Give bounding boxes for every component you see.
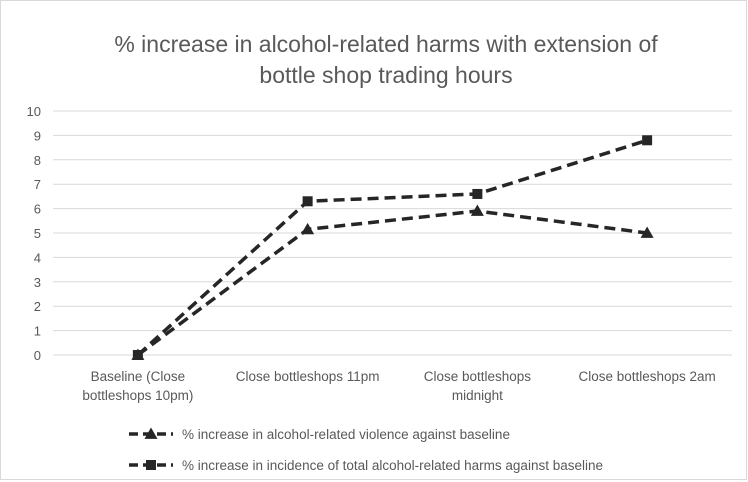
legend-marker-triangle <box>144 427 158 439</box>
y-tick-label: 2 <box>34 299 41 314</box>
y-tick-label: 10 <box>27 104 41 119</box>
legend-item: % increase in alcohol-related violence a… <box>129 427 510 442</box>
x-tick-label-line: midnight <box>452 388 503 403</box>
legend: % increase in alcohol-related violence a… <box>129 427 603 473</box>
y-tick-label: 9 <box>34 128 41 143</box>
y-tick-label: 3 <box>34 275 41 290</box>
legend-label: % increase in incidence of total alcohol… <box>182 458 603 473</box>
chart-title-line-2: bottle shop trading hours <box>259 62 512 88</box>
y-axis: 0 1 2 3 4 5 6 7 8 9 10 <box>27 104 41 363</box>
x-tick-label-line: Close bottleshops <box>424 369 532 384</box>
series-line <box>136 138 648 357</box>
x-tick-label-line: Baseline (Close <box>91 369 186 384</box>
legend-label: % increase in alcohol-related violence a… <box>182 427 510 442</box>
data-point-square <box>642 135 653 146</box>
legend-marker-square <box>146 460 156 470</box>
x-tick-label: Baseline (Close bottleshops 10pm) <box>82 369 193 403</box>
data-point-square <box>302 196 313 207</box>
y-tick-label: 1 <box>34 324 41 339</box>
y-tick-label: 6 <box>34 202 41 217</box>
data-point-triangle <box>640 226 654 238</box>
series-square <box>132 135 653 360</box>
x-tick-label-line: bottleshops 10pm) <box>82 388 193 403</box>
series-line <box>136 209 648 357</box>
data-point-square <box>132 350 143 360</box>
x-tick-label: Close bottleshops 2am <box>578 369 715 384</box>
gridlines <box>53 110 732 356</box>
y-tick-label: 8 <box>34 153 41 168</box>
y-tick-label: 0 <box>34 348 41 363</box>
chart-title-line-1: % increase in alcohol-related harms with… <box>114 31 658 57</box>
y-tick-label: 4 <box>34 250 41 265</box>
data-point-triangle <box>470 204 484 216</box>
x-tick-label-line: Close bottleshops 2am <box>578 369 715 384</box>
x-tick-label-line: Close bottleshops 11pm <box>236 369 380 384</box>
y-tick-label: 5 <box>34 226 41 241</box>
x-tick-label: Close bottleshops midnight <box>424 369 532 403</box>
data-point-triangle <box>301 222 315 235</box>
legend-item: % increase in incidence of total alcohol… <box>129 458 603 473</box>
x-axis: Baseline (Close bottleshops 10pm) Close bo… <box>82 369 715 403</box>
y-tick-label: 7 <box>34 177 41 192</box>
data-point-square <box>472 188 483 199</box>
x-tick-label: Close bottleshops 11pm <box>236 369 380 384</box>
chart-title: % increase in alcohol-related harms with… <box>114 31 658 88</box>
series-layer <box>131 135 654 360</box>
